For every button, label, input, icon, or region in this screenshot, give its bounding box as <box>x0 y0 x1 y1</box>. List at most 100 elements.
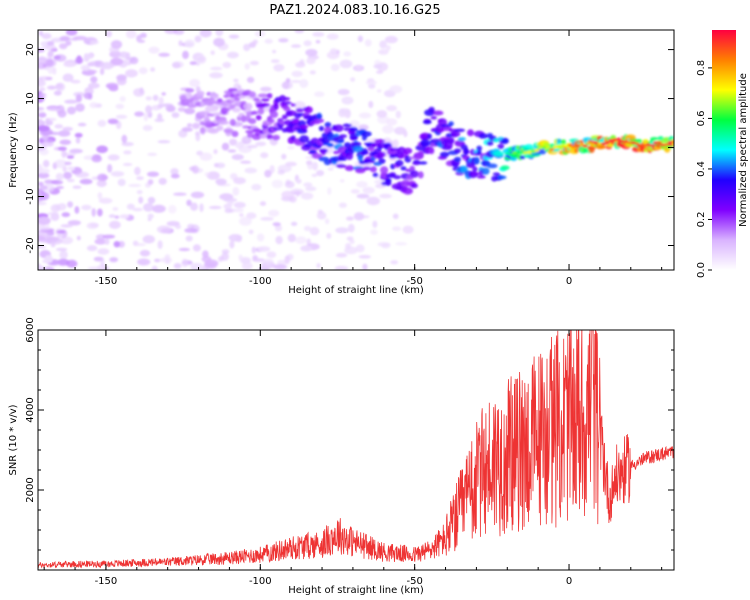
ridge-blob <box>314 118 325 124</box>
noise-blob <box>53 90 62 96</box>
noise-blob <box>57 110 67 118</box>
noise-blob <box>392 139 399 148</box>
noise-blob <box>260 86 272 92</box>
ridge-blob <box>273 103 279 110</box>
noise-blob <box>339 59 353 69</box>
noise-blob <box>38 147 45 151</box>
noise-blob <box>362 263 368 270</box>
ridge-blob <box>207 128 219 134</box>
noise-blob <box>273 64 285 72</box>
noise-blob <box>86 245 98 252</box>
noise-blob <box>372 220 378 228</box>
noise-blob <box>347 223 355 233</box>
ridge-blob <box>319 148 328 154</box>
noise-blob <box>147 213 154 219</box>
noise-blob <box>75 171 90 178</box>
noise-blob <box>38 110 45 114</box>
noise-blob <box>97 248 110 255</box>
noise-blob <box>143 112 149 122</box>
ridge-core <box>615 137 622 141</box>
noise-blob <box>66 155 75 159</box>
noise-blob <box>290 80 302 83</box>
ridge-blob <box>396 146 406 154</box>
ridge-blob <box>342 123 353 128</box>
noise-blob <box>63 61 76 68</box>
ridge-blob <box>560 139 567 144</box>
noise-blob <box>306 57 316 65</box>
noise-blob <box>67 220 81 226</box>
noise-blob <box>316 263 321 269</box>
noise-blob <box>233 78 239 83</box>
noise-blob <box>39 236 46 241</box>
colorbar-tick-label: 0.0 <box>696 262 707 278</box>
noise-blob <box>122 163 133 166</box>
x-tick-label: 0 <box>566 276 572 287</box>
noise-blob <box>317 209 324 214</box>
noise-blob <box>38 92 47 100</box>
noise-blob <box>303 40 312 47</box>
ridge-blob <box>519 155 526 160</box>
ridge-blob <box>218 121 230 125</box>
noise-blob <box>91 208 96 217</box>
noise-blob <box>182 50 189 60</box>
ridge-blob <box>184 107 196 115</box>
noise-blob <box>218 256 224 262</box>
ridge-blob <box>250 110 258 115</box>
noise-blob <box>39 185 48 190</box>
noise-blob <box>248 229 254 235</box>
noise-blob <box>394 126 407 135</box>
noise-blob <box>47 50 54 58</box>
ridge-blob <box>192 122 201 129</box>
noise-blob <box>184 228 198 233</box>
ridge-blob <box>478 133 489 139</box>
noise-blob <box>281 153 287 160</box>
noise-blob <box>160 228 172 234</box>
noise-blob <box>98 197 113 204</box>
ridge-blob <box>374 139 386 143</box>
noise-blob <box>86 222 99 229</box>
noise-blob <box>303 182 313 187</box>
ridge-blob <box>257 108 265 115</box>
ridge-blob <box>417 150 424 158</box>
noise-blob <box>100 61 114 70</box>
ridge-blob <box>355 167 366 174</box>
ridge-blob <box>398 154 404 159</box>
noise-blob <box>326 232 332 239</box>
noise-blob <box>264 169 272 178</box>
ridge-blob <box>217 98 223 103</box>
noise-blob <box>379 40 387 49</box>
ridge-blob <box>427 133 432 140</box>
noise-blob <box>77 122 87 127</box>
noise-blob <box>287 145 295 150</box>
noise-blob <box>72 185 82 189</box>
noise-blob <box>358 124 369 131</box>
noise-blob <box>309 226 320 236</box>
ridge-blob <box>486 163 498 169</box>
noise-blob <box>64 161 72 166</box>
noise-blob <box>232 208 244 213</box>
noise-blob <box>61 149 67 158</box>
noise-blob <box>358 112 372 119</box>
ridge-core <box>664 143 670 147</box>
ridge-blob <box>361 148 368 155</box>
ridge-core <box>508 153 514 157</box>
ridge-core <box>634 142 640 146</box>
noise-blob <box>221 249 230 254</box>
ridge-blob <box>243 102 253 110</box>
ridge-core <box>534 149 540 152</box>
ridge-blob <box>260 103 271 107</box>
y-tick-label: 10 <box>25 92 36 105</box>
noise-blob <box>201 266 207 270</box>
noise-blob <box>142 235 155 244</box>
noise-blob <box>110 57 124 66</box>
noise-blob <box>124 69 138 78</box>
ridge-blob <box>248 91 256 98</box>
noise-blob <box>284 181 295 189</box>
noise-blob <box>96 179 107 188</box>
noise-blob <box>91 155 102 163</box>
ridge-blob <box>437 118 447 126</box>
ridge-blob <box>350 141 362 147</box>
noise-blob <box>257 246 271 252</box>
colorbar-tick-label: 0.8 <box>696 60 707 76</box>
